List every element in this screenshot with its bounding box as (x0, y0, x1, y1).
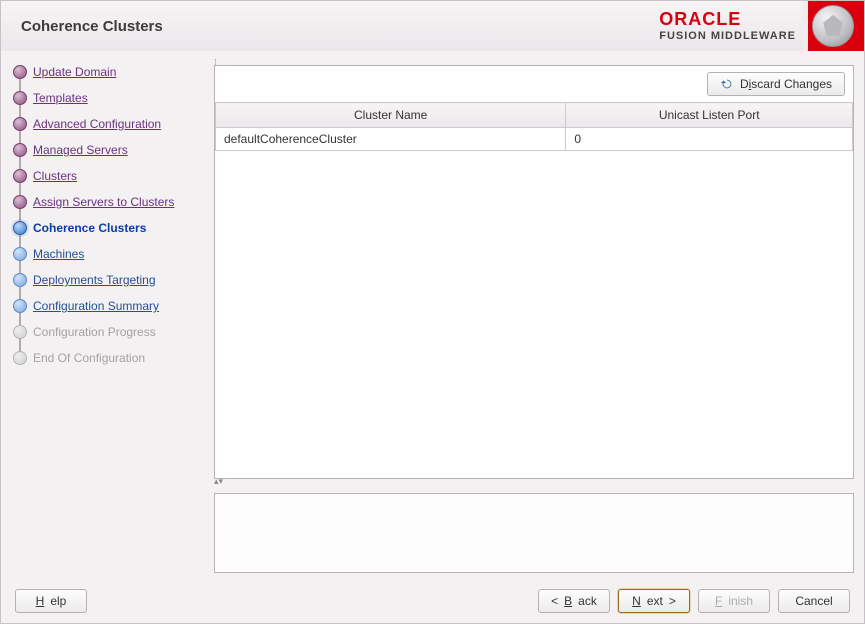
wizard-step-configuration-progress: Configuration Progress (13, 319, 208, 345)
step-label: End Of Configuration (33, 351, 145, 365)
wizard-step-configuration-summary[interactable]: Configuration Summary (13, 293, 208, 319)
finish-mnemonic: F (715, 594, 722, 608)
wizard-step-managed-servers[interactable]: Managed Servers (13, 137, 208, 163)
content-panel: Discard Changes Cluster Name Unicast Lis… (214, 65, 854, 479)
brand-product: FUSION MIDDLEWARE (659, 30, 796, 42)
main-area: ⁝ Discard Changes (214, 51, 864, 579)
finish-rest: inish (728, 594, 753, 608)
brand-block: ORACLE FUSION MIDDLEWARE (659, 1, 864, 51)
back-rest: ack (578, 594, 597, 608)
wizard-step-update-domain[interactable]: Update Domain (13, 59, 208, 85)
step-bullet-icon (13, 351, 27, 365)
wizard-step-advanced-configuration[interactable]: Advanced Configuration (13, 111, 208, 137)
finish-button: Finish (698, 589, 770, 613)
step-label[interactable]: Advanced Configuration (33, 117, 161, 131)
step-bullet-icon (13, 247, 27, 261)
next-rest: ext (647, 594, 663, 608)
step-bullet-icon (13, 91, 27, 105)
wizard-step-templates[interactable]: Templates (13, 85, 208, 111)
step-bullet-icon (13, 299, 27, 313)
cell-unicast-listen-port[interactable]: 0 (566, 128, 853, 151)
cancel-label: Cancel (795, 594, 832, 608)
brand-medallion (802, 1, 864, 51)
step-bullet-icon (13, 325, 27, 339)
back-button[interactable]: < Back (538, 589, 610, 613)
status-message-area (214, 493, 854, 573)
wizard-step-deployments-targeting[interactable]: Deployments Targeting (13, 267, 208, 293)
step-bullet-icon (13, 143, 27, 157)
medallion-pentagon-icon (822, 15, 844, 37)
step-bullet-icon (13, 221, 27, 235)
body: Update Domain Templates Advanced Configura… (1, 51, 864, 579)
footer-button-bar: Help < Back Next > Finish Cancel (1, 579, 864, 623)
step-label[interactable]: Templates (33, 91, 88, 105)
step-list: Update Domain Templates Advanced Configura… (13, 59, 208, 371)
step-label[interactable]: Machines (33, 247, 84, 261)
wizard-steps-sidebar: Update Domain Templates Advanced Configura… (1, 51, 214, 579)
undo-icon (720, 77, 734, 91)
panel-action-bar: Discard Changes (215, 66, 853, 102)
table-row[interactable]: defaultCoherenceCluster0 (216, 128, 853, 151)
col-unicast-listen-port[interactable]: Unicast Listen Port (566, 103, 853, 128)
next-mnemonic: N (632, 594, 641, 608)
medallion-circle (812, 5, 854, 47)
help-button[interactable]: Help (15, 589, 87, 613)
step-label[interactable]: Managed Servers (33, 143, 128, 157)
col-cluster-name[interactable]: Cluster Name (216, 103, 566, 128)
wizard-step-end-of-configuration: End Of Configuration (13, 345, 208, 371)
next-suffix: > (669, 594, 676, 608)
step-label[interactable]: Assign Servers to Clusters (33, 195, 174, 209)
back-mnemonic: B (564, 594, 572, 608)
step-label[interactable]: Deployments Targeting (33, 273, 156, 287)
cancel-button[interactable]: Cancel (778, 589, 850, 613)
help-rest: elp (50, 594, 66, 608)
wizard-window: Coherence Clusters ORACLE FUSION MIDDLEW… (0, 0, 865, 624)
step-label[interactable]: Coherence Clusters (33, 221, 146, 235)
clusters-table: Cluster Name Unicast Listen Port default… (215, 102, 853, 151)
clusters-table-body: defaultCoherenceCluster0 (216, 128, 853, 151)
clusters-table-head: Cluster Name Unicast Listen Port (216, 103, 853, 128)
clusters-table-wrap: Cluster Name Unicast Listen Port default… (215, 102, 853, 478)
step-label[interactable]: Configuration Summary (33, 299, 159, 313)
step-bullet-icon (13, 117, 27, 131)
brand-text: ORACLE FUSION MIDDLEWARE (659, 10, 796, 42)
step-bullet-icon (13, 195, 27, 209)
discard-mnemonic: i (749, 77, 752, 91)
step-bullet-icon (13, 169, 27, 183)
back-prefix: < (551, 594, 558, 608)
splitter-handle-bottom-icon[interactable]: ▴▾ (214, 479, 854, 487)
header: Coherence Clusters ORACLE FUSION MIDDLEW… (1, 1, 864, 51)
discard-changes-button[interactable]: Discard Changes (707, 72, 845, 96)
step-label[interactable]: Update Domain (33, 65, 116, 79)
splitter-handle-top-icon[interactable]: ⁝ (214, 57, 854, 65)
step-label: Configuration Progress (33, 325, 156, 339)
cell-cluster-name[interactable]: defaultCoherenceCluster (216, 128, 566, 151)
next-button[interactable]: Next > (618, 589, 690, 613)
brand-name: ORACLE (659, 10, 741, 30)
wizard-step-machines[interactable]: Machines (13, 241, 208, 267)
step-bullet-icon (13, 65, 27, 79)
wizard-step-clusters[interactable]: Clusters (13, 163, 208, 189)
page-title: Coherence Clusters (21, 18, 163, 35)
help-mnemonic: H (36, 594, 45, 608)
wizard-step-coherence-clusters[interactable]: Coherence Clusters (13, 215, 208, 241)
wizard-step-assign-servers-to-clusters[interactable]: Assign Servers to Clusters (13, 189, 208, 215)
step-label[interactable]: Clusters (33, 169, 77, 183)
step-bullet-icon (13, 273, 27, 287)
